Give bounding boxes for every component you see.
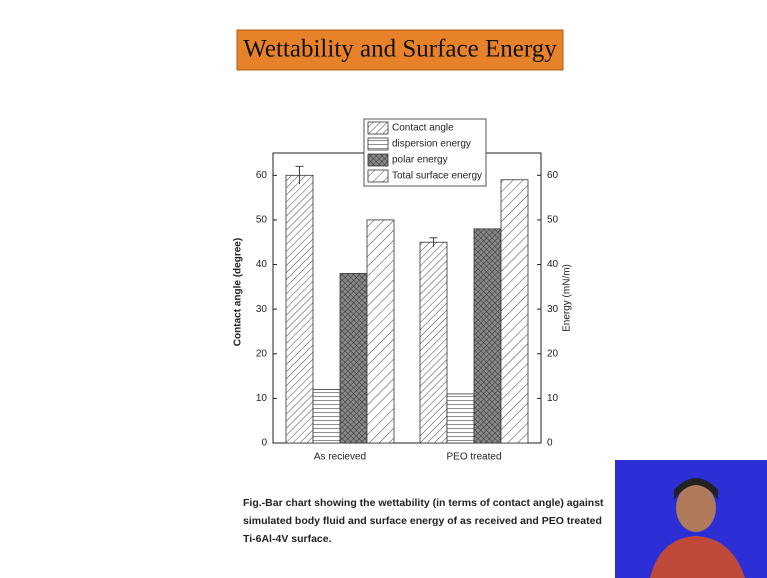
- caption-line: simulated body fluid and surface energy …: [243, 515, 602, 527]
- legend-swatch: [367, 121, 389, 135]
- y-tick-label: 50: [256, 215, 268, 226]
- y2-tick-label: 20: [547, 348, 559, 359]
- bar: [312, 389, 341, 444]
- y-tick-label: 30: [256, 304, 268, 315]
- legend-swatch: [367, 137, 389, 151]
- bar: [446, 393, 475, 444]
- y-tick-label: 60: [256, 170, 268, 181]
- slide-title: Wettability and Surface Energy: [243, 36, 557, 63]
- y2-tick-label: 60: [547, 170, 559, 181]
- legend-swatch: [367, 169, 389, 183]
- y-tick-label: 40: [256, 259, 268, 270]
- bar: [500, 179, 529, 444]
- caption-line: Fig.-Bar chart showing the wettability (…: [243, 497, 604, 509]
- y-tick-label: 0: [261, 438, 267, 449]
- y2-tick-label: 30: [547, 304, 559, 315]
- legend-label: Contact angle: [392, 123, 454, 134]
- legend-label: dispersion energy: [392, 139, 471, 150]
- bar: [285, 174, 314, 444]
- y-axis-label: Contact angle (degree): [233, 238, 244, 346]
- y2-tick-label: 10: [547, 393, 559, 404]
- y2-tick-label: 50: [547, 215, 559, 226]
- y-tick-label: 20: [256, 348, 268, 359]
- y2-tick-label: 40: [547, 259, 559, 270]
- legend-label: Total surface energy: [392, 171, 482, 182]
- caption-line: Ti-6Al-4V surface.: [243, 533, 332, 545]
- bar: [339, 273, 368, 444]
- legend-swatch: [367, 153, 389, 167]
- title-box: [236, 29, 564, 71]
- y-tick-label: 10: [256, 393, 268, 404]
- video-inset: [615, 460, 767, 578]
- x-tick-label: PEO treated: [446, 452, 501, 463]
- legend-label: polar energy: [392, 155, 448, 166]
- bar: [419, 241, 448, 444]
- y2-tick-label: 0: [547, 438, 553, 449]
- bar: [366, 219, 395, 444]
- x-tick-label: As recieved: [314, 452, 366, 463]
- bar: [473, 228, 502, 444]
- y2-axis-label: Energy (mN/m): [562, 264, 573, 332]
